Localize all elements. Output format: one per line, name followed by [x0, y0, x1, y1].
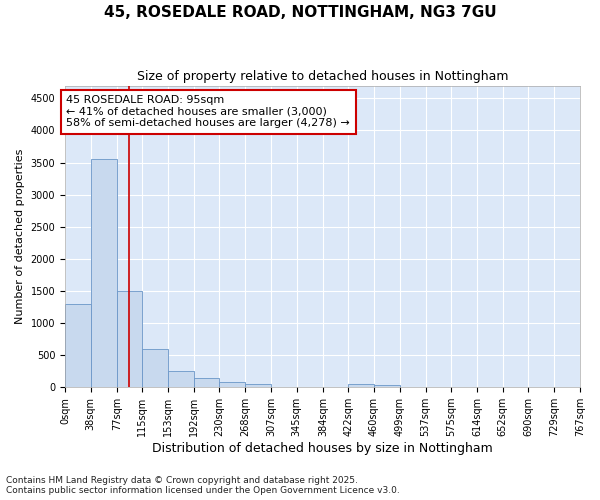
Text: 45, ROSEDALE ROAD, NOTTINGHAM, NG3 7GU: 45, ROSEDALE ROAD, NOTTINGHAM, NG3 7GU — [104, 5, 496, 20]
Bar — [65, 304, 91, 387]
Bar — [91, 160, 117, 387]
Bar — [194, 378, 220, 387]
Y-axis label: Number of detached properties: Number of detached properties — [15, 148, 25, 324]
X-axis label: Distribution of detached houses by size in Nottingham: Distribution of detached houses by size … — [152, 442, 493, 455]
Bar — [117, 291, 142, 387]
Bar — [168, 371, 194, 387]
Bar — [142, 348, 168, 387]
Bar — [374, 386, 400, 387]
Bar — [220, 382, 245, 387]
Bar — [349, 384, 374, 387]
Text: Contains HM Land Registry data © Crown copyright and database right 2025.
Contai: Contains HM Land Registry data © Crown c… — [6, 476, 400, 495]
Title: Size of property relative to detached houses in Nottingham: Size of property relative to detached ho… — [137, 70, 508, 83]
Bar — [245, 384, 271, 387]
Text: 45 ROSEDALE ROAD: 95sqm
← 41% of detached houses are smaller (3,000)
58% of semi: 45 ROSEDALE ROAD: 95sqm ← 41% of detache… — [67, 95, 350, 128]
